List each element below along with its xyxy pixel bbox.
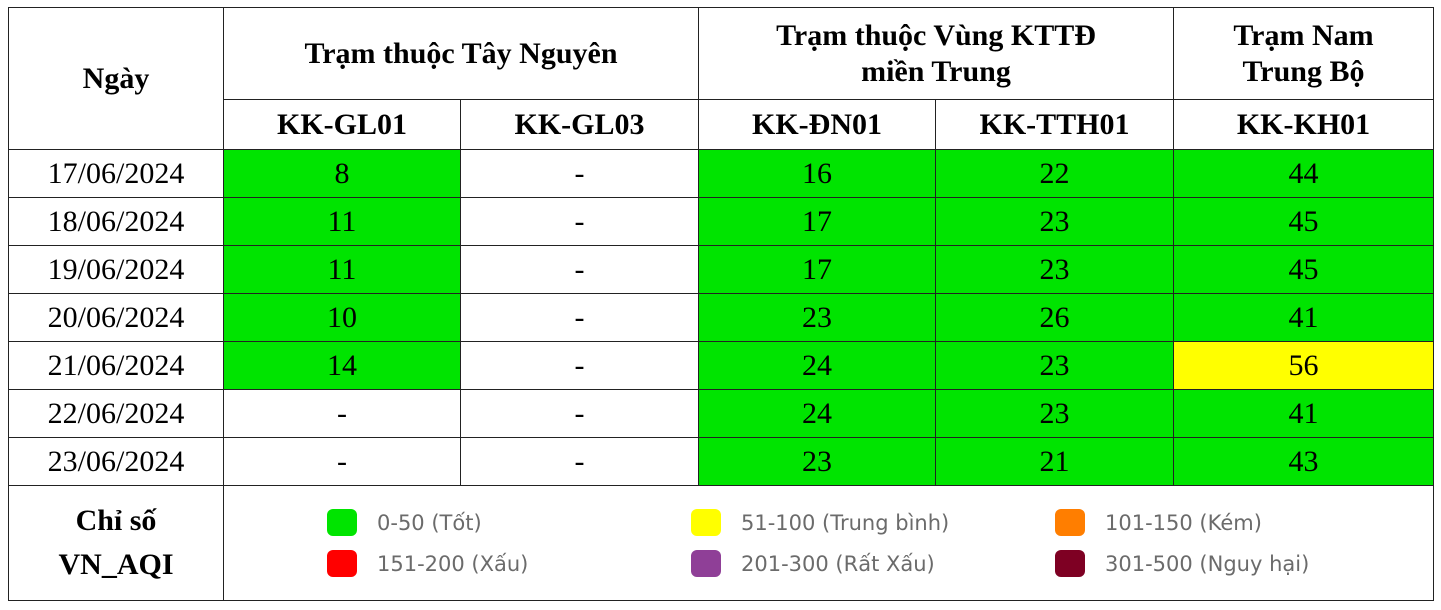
legend-label: 151-200 (Xấu) (377, 551, 529, 576)
legend-label: 101-150 (Kém) (1105, 510, 1262, 535)
legend-swatch (691, 550, 721, 577)
value-cell: 23 (935, 197, 1174, 246)
header-row-groups: Ngày Trạm thuộc Tây Nguyên Trạm thuộc Vù… (8, 7, 1434, 150)
value-cell: 41 (1173, 389, 1434, 438)
date-cell: 20/06/2024 (8, 293, 224, 342)
aqi-table-container: Ngày Trạm thuộc Tây Nguyên Trạm thuộc Vù… (8, 7, 1434, 601)
value-cell: - (460, 389, 699, 438)
value-cell: 21 (935, 437, 1174, 486)
table-row: 18/06/2024 11 - 17 23 45 (8, 197, 1434, 246)
station-header-kk-gl03: KK-GL03 (460, 99, 699, 150)
legend-title: Chỉ số VN_AQI (8, 485, 224, 601)
value-cell: 17 (698, 245, 936, 294)
value-cell: - (460, 245, 699, 294)
group-header-kttd-mien-trung: Trạm thuộc Vùng KTTĐ miền Trung (698, 7, 1174, 100)
station-header-kk-kh01: KK-KH01 (1173, 99, 1434, 150)
value-cell: 41 (1173, 293, 1434, 342)
table-row: 20/06/2024 10 - 23 26 41 (8, 293, 1434, 342)
group-header-label-line1: Trạm thuộc Vùng KTTĐ (776, 18, 1096, 52)
station-header-kk-tth01: KK-TTH01 (935, 99, 1174, 150)
value-cell: 11 (223, 197, 461, 246)
value-cell: 22 (935, 149, 1174, 198)
legend-item: 51-100 (Trung bình) (691, 509, 1055, 536)
legend-item: 0-50 (Tốt) (327, 509, 691, 536)
value-cell: - (460, 437, 699, 486)
group-header-label-line2: Trung Bộ (1242, 54, 1365, 88)
group-header-tay-nguyen: Trạm thuộc Tây Nguyên (223, 7, 699, 100)
value-cell: - (223, 389, 461, 438)
value-cell: 23 (698, 437, 936, 486)
value-cell: 45 (1173, 197, 1434, 246)
legend-item: 301-500 (Nguy hại) (1055, 550, 1385, 577)
station-header-kk-gl01: KK-GL01 (223, 99, 461, 150)
legend-label: 51-100 (Trung bình) (741, 510, 950, 535)
legend-swatch (327, 509, 357, 536)
table-row: 22/06/2024 - - 24 23 41 (8, 389, 1434, 438)
table-row: 21/06/2024 14 - 24 23 56 (8, 341, 1434, 390)
value-cell: 24 (698, 389, 936, 438)
legend-label: 201-300 (Rất Xấu) (741, 551, 935, 576)
value-cell: 23 (935, 245, 1174, 294)
date-cell: 21/06/2024 (8, 341, 224, 390)
group-header-label-line2: miền Trung (861, 54, 1011, 88)
legend: 0-50 (Tốt) 51-100 (Trung bình) 101-150 (… (224, 509, 1433, 577)
table-row: 23/06/2024 - - 23 21 43 (8, 437, 1434, 486)
date-column-header: Ngày (8, 7, 224, 150)
value-cell: 23 (935, 341, 1174, 390)
value-cell: - (460, 149, 699, 198)
value-cell: 44 (1173, 149, 1434, 198)
legend-item: 151-200 (Xấu) (327, 550, 691, 577)
value-cell: 26 (935, 293, 1174, 342)
legend-label: 301-500 (Nguy hại) (1105, 551, 1310, 576)
value-cell: 23 (935, 389, 1174, 438)
value-cell: 17 (698, 197, 936, 246)
value-cell: 10 (223, 293, 461, 342)
value-cell: - (460, 197, 699, 246)
group-header-label-line1: Trạm Nam (1233, 18, 1374, 52)
legend-label: 0-50 (Tốt) (377, 510, 482, 535)
date-cell: 18/06/2024 (8, 197, 224, 246)
legend-cell: 0-50 (Tốt) 51-100 (Trung bình) 101-150 (… (223, 485, 1434, 601)
value-cell: - (460, 341, 699, 390)
date-cell: 17/06/2024 (8, 149, 224, 198)
value-cell: 14 (223, 341, 461, 390)
value-cell: - (460, 293, 699, 342)
value-cell: - (223, 437, 461, 486)
aqi-table: Ngày Trạm thuộc Tây Nguyên Trạm thuộc Vù… (8, 7, 1434, 601)
legend-item: 201-300 (Rất Xấu) (691, 550, 1055, 577)
value-cell: 16 (698, 149, 936, 198)
legend-swatch (691, 509, 721, 536)
value-cell: 11 (223, 245, 461, 294)
legend-swatch (327, 550, 357, 577)
value-cell: 23 (698, 293, 936, 342)
table-row: 17/06/2024 8 - 16 22 44 (8, 149, 1434, 198)
value-cell: 56 (1173, 341, 1434, 390)
value-cell: 24 (698, 341, 936, 390)
date-cell: 23/06/2024 (8, 437, 224, 486)
legend-swatch (1055, 509, 1085, 536)
table-row: 19/06/2024 11 - 17 23 45 (8, 245, 1434, 294)
value-cell: 43 (1173, 437, 1434, 486)
value-cell: 8 (223, 149, 461, 198)
value-cell: 45 (1173, 245, 1434, 294)
legend-item: 101-150 (Kém) (1055, 509, 1385, 536)
legend-title-line1: Chỉ số (75, 504, 157, 537)
legend-title-line2: VN_AQI (58, 548, 174, 581)
date-cell: 19/06/2024 (8, 245, 224, 294)
group-header-nam-trung-bo: Trạm Nam Trung Bộ (1173, 7, 1434, 100)
legend-swatch (1055, 550, 1085, 577)
legend-row: Chỉ số VN_AQI 0-50 (Tốt) 51-100 (Trung b… (8, 485, 1434, 601)
group-header-label: Trạm thuộc Tây Nguyên (304, 36, 618, 70)
station-header-kk-dn01: KK-ĐN01 (698, 99, 936, 150)
date-cell: 22/06/2024 (8, 389, 224, 438)
